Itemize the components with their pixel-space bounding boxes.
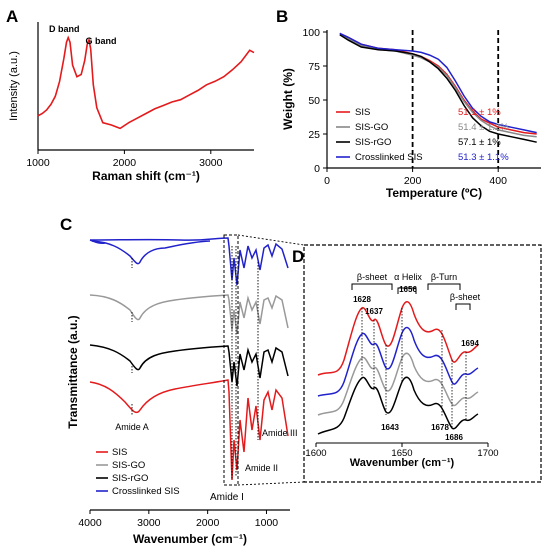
panel-b-legend-label: SIS-GO [355, 122, 388, 133]
zoom-connector-top [237, 234, 305, 246]
panel-d-peak-label: 1643 [381, 423, 399, 432]
panel-b-series-line [339, 32, 537, 134]
amide-i-region-box [223, 234, 239, 486]
panel-b-xlabel: Temperature (ºC) [386, 186, 482, 200]
panel-d-xtick-label: 1650 [391, 448, 412, 459]
panel-b-xtick-label: 200 [404, 175, 422, 187]
panel-letter-b: B [276, 7, 288, 26]
amide-iii-label: Amide III [262, 428, 298, 438]
panel-b-dashed-lines [411, 30, 500, 168]
panel-c-legend: SIS SIS-GO SIS-rGO Crosslinked SIS [96, 447, 180, 497]
panel-d-frame [303, 244, 542, 483]
panel-c-legend-label: Crosslinked SIS [112, 486, 180, 497]
panel-b: B 0 200 400 0 25 50 75 100 SIS 51.1 ± 1% SIS-GO 51… [276, 7, 541, 200]
panel-d-x-ticks: 1600 1650 1700 [305, 443, 499, 459]
panel-b-value-label: 57.1 ± 1% [458, 137, 501, 148]
panel-c-xtick-label: 4000 [78, 517, 102, 529]
zoom-connector-bottom [237, 481, 305, 486]
panel-b-value-label: 51.1 ± 1% [458, 107, 501, 118]
panel-d-peak-label: 1686 [445, 433, 463, 442]
beta-sheet-label-2: β-sheet [450, 292, 481, 302]
panel-b-legend-label: SIS [355, 107, 370, 118]
panel-letter-c: C [60, 215, 72, 234]
alpha-helix-label: α Helix [394, 272, 422, 282]
d-band-label: D band [49, 24, 80, 34]
panel-d: D 1600 1650 1700 β-sheet α Helix β-Turn β-… [292, 244, 542, 483]
panel-c-legend-label: SIS [112, 447, 127, 458]
panel-b-legend-label: Crosslinked SIS [355, 152, 423, 163]
panel-a: A 1000 2000 3000 D band G band Raman shift… [6, 7, 255, 183]
panel-c-xtick-label: 1000 [255, 517, 279, 529]
panel-d-peak-label: 1694 [461, 339, 479, 348]
panel-d-xlabel: Wavenumber (cm⁻¹) [350, 457, 455, 469]
panel-c-xtick-label: 3000 [137, 517, 161, 529]
panel-b-legend: SIS 51.1 ± 1% SIS-GO 51.4 ± 1.2% SIS-rGO 57.1… [336, 107, 509, 163]
panel-b-value-label: 51.3 ± 1.1% [458, 152, 509, 163]
panel-c-xlabel: Wavenumber (cm⁻¹) [133, 532, 247, 546]
panel-letter-a: A [6, 7, 18, 26]
panel-b-ytick-label: 75 [308, 61, 320, 73]
panel-c-xtick-label: 2000 [196, 517, 220, 529]
amide-ii-label: Amide II [245, 463, 278, 473]
panel-c-x-ticks: 4000 3000 2000 1000 [78, 510, 278, 529]
panel-a-raman-line [37, 35, 255, 130]
amide-i-label: Amide I [210, 492, 244, 503]
panel-d-guides [361, 308, 467, 428]
panel-b-ytick-label: 50 [308, 95, 320, 107]
panel-b-legend-label: SIS-rGO [355, 137, 391, 148]
panel-b-ytick-label: 0 [314, 163, 320, 175]
panel-d-xtick-label: 1600 [305, 448, 326, 459]
panel-c-legend-label: SIS-GO [112, 460, 145, 471]
panel-b-ytick-label: 25 [308, 129, 320, 141]
beta-sheet-label-1: β-sheet [357, 272, 388, 282]
panel-a-xlabel: Raman shift (cm⁻¹) [92, 169, 200, 183]
panel-d-xtick-label: 1700 [477, 448, 498, 459]
panel-b-ticks: 0 200 400 0 25 50 75 100 [302, 27, 507, 187]
g-band-label: G band [85, 36, 116, 46]
panel-letter-d: D [292, 247, 304, 266]
ftir-crosslinked-broad [91, 240, 211, 265]
panel-b-xtick-label: 0 [324, 175, 330, 187]
amide-a-label: Amide A [115, 422, 149, 432]
zoom-sis-rgo-line [317, 376, 479, 435]
ftir-sis-line [89, 379, 289, 481]
panel-c: C 4000 3000 2000 1000 Amide A Amide III Ami [60, 215, 305, 546]
zoom-sis-go-line [317, 352, 479, 416]
panel-d-peak-label: 1637 [365, 307, 383, 316]
panel-d-peak-label: 1628 [353, 295, 371, 304]
panel-d-peak-label: 1678 [431, 423, 449, 432]
panel-b-value-label: 51.4 ± 1.2% [458, 122, 509, 133]
ftir-sis-go-line [89, 294, 289, 335]
panel-d-region-brackets [351, 283, 471, 310]
panel-a-ylabel: Intensity (a.u.) [8, 51, 20, 121]
panel-b-series-line [339, 34, 537, 143]
beta-turn-label: β-Turn [431, 272, 457, 282]
panel-c-ylabel: Transmittance (a.u.) [66, 315, 80, 428]
panel-b-ytick-label: 100 [302, 27, 320, 39]
zoom-sis-line [317, 301, 479, 376]
panel-a-xtick-label: 2000 [113, 157, 137, 169]
ftir-crosslinked-line [89, 237, 289, 286]
ftir-dotted-markers [131, 246, 259, 480]
panel-b-xtick-label: 400 [489, 175, 507, 187]
panel-b-series [339, 32, 537, 143]
panel-b-ylabel: Weight (%) [281, 68, 295, 130]
panel-a-x-ticks: 1000 2000 3000 [26, 150, 223, 169]
panel-d-peak-label: 1656 [399, 285, 417, 294]
panel-c-legend-label: SIS-rGO [112, 473, 148, 484]
ftir-sis-rgo-line [89, 344, 289, 387]
panel-a-xtick-label: 3000 [199, 157, 223, 169]
panel-a-xtick-label: 1000 [26, 157, 50, 169]
